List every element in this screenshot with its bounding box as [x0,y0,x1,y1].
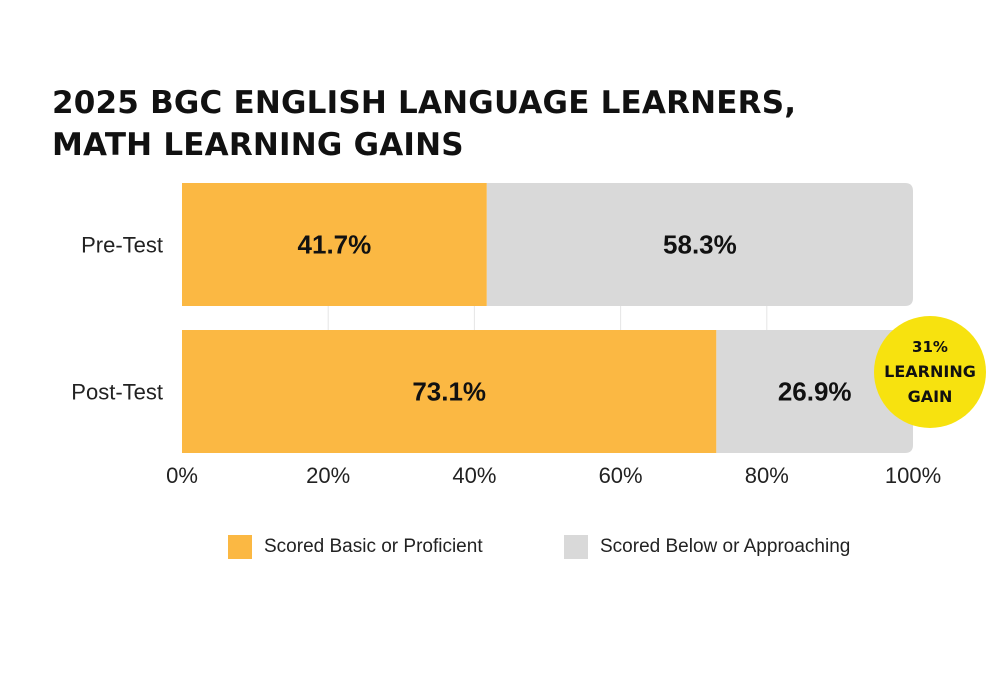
chart-title-line-1: 2025 BGC ENGLISH LANGUAGE LEARNERS, [52,85,797,121]
bar-post-test-series-0 [182,330,717,453]
learning-gain-badge: 31% LEARNING GAIN [874,316,986,428]
learning-gain-badge-circle [874,316,986,428]
learning-gain-badge-line-2: LEARNING [884,362,976,381]
learning-gain-badge-line-3: GAIN [908,387,953,406]
category-label-pre-test: Pre-Test [81,233,163,258]
x-tick-label-80: 80% [745,463,789,488]
chart-title: 2025 BGC ENGLISH LANGUAGE LEARNERS, MATH… [52,82,952,166]
category-label-post-test: Post-Test [71,380,163,405]
legend-item-below-approaching: Scored Below or Approaching [564,534,850,560]
x-tick-label-40: 40% [452,463,496,488]
learning-gain-badge-line-1: 31% [912,338,948,356]
data-label-pre-test-series-0: 41.7% [298,230,372,260]
chart-legend: Scored Basic or Proficient Scored Below … [0,534,1000,560]
legend-swatch-below-approaching [564,535,588,559]
x-tick-label-20: 20% [306,463,350,488]
x-tick-label-100: 100% [885,463,941,488]
data-label-pre-test-series-1: 58.3% [663,230,737,260]
x-tick-label-60: 60% [599,463,643,488]
bar-pre-test-series-1 [486,183,913,306]
data-label-post-test-series-0: 73.1% [412,377,486,407]
legend-swatch-basic-proficient [228,535,252,559]
bar-post-test-series-1 [716,330,913,453]
legend-label-basic-proficient: Scored Basic or Proficient [264,536,483,557]
x-tick-label-0: 0% [166,463,198,488]
bar-pre-test-series-0 [182,183,487,306]
data-label-post-test-series-1: 26.9% [778,377,852,407]
chart-title-line-2: MATH LEARNING GAINS [52,127,464,163]
legend-label-below-approaching: Scored Below or Approaching [600,536,851,557]
legend-item-basic-proficient: Scored Basic or Proficient [228,534,483,560]
